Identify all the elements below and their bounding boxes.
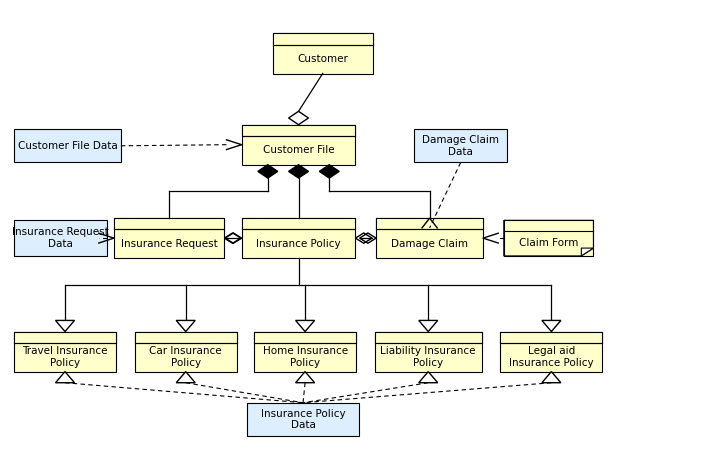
Polygon shape — [419, 321, 438, 331]
FancyBboxPatch shape — [375, 331, 482, 371]
Text: Customer File Data: Customer File Data — [18, 141, 118, 151]
Text: Insurance Policy
Data: Insurance Policy Data — [260, 409, 346, 430]
Polygon shape — [56, 321, 75, 331]
FancyBboxPatch shape — [376, 218, 483, 229]
Text: Insurance Request: Insurance Request — [121, 239, 218, 249]
Text: Damage Claim
Data: Damage Claim Data — [422, 135, 499, 157]
FancyBboxPatch shape — [247, 403, 359, 436]
Polygon shape — [542, 371, 561, 383]
Polygon shape — [176, 321, 195, 331]
Polygon shape — [176, 371, 195, 383]
Polygon shape — [320, 165, 339, 178]
FancyBboxPatch shape — [134, 331, 237, 343]
Text: Claim Form: Claim Form — [519, 238, 578, 248]
Polygon shape — [419, 371, 438, 383]
FancyBboxPatch shape — [272, 34, 372, 74]
FancyBboxPatch shape — [501, 331, 603, 343]
FancyBboxPatch shape — [501, 331, 603, 371]
Text: Car Insurance
Policy: Car Insurance Policy — [149, 346, 222, 368]
Text: Legal aid
Insurance Policy: Legal aid Insurance Policy — [509, 346, 593, 368]
FancyBboxPatch shape — [414, 129, 508, 163]
Polygon shape — [582, 248, 593, 256]
FancyBboxPatch shape — [241, 125, 356, 136]
FancyBboxPatch shape — [272, 34, 372, 44]
FancyBboxPatch shape — [14, 331, 116, 343]
FancyBboxPatch shape — [114, 218, 225, 258]
Text: Insurance Policy: Insurance Policy — [256, 239, 341, 249]
Text: Damage Claim: Damage Claim — [391, 239, 468, 249]
Text: Customer: Customer — [297, 54, 348, 64]
FancyBboxPatch shape — [254, 331, 356, 343]
FancyBboxPatch shape — [504, 220, 593, 256]
FancyBboxPatch shape — [241, 218, 356, 258]
Text: Liability Insurance
Policy: Liability Insurance Policy — [380, 346, 476, 368]
Polygon shape — [56, 371, 75, 383]
FancyBboxPatch shape — [375, 331, 482, 343]
FancyBboxPatch shape — [376, 218, 483, 258]
FancyBboxPatch shape — [14, 331, 116, 371]
FancyBboxPatch shape — [14, 220, 107, 256]
Polygon shape — [296, 371, 315, 383]
FancyBboxPatch shape — [14, 129, 121, 163]
FancyBboxPatch shape — [134, 331, 237, 371]
FancyBboxPatch shape — [241, 125, 356, 165]
Polygon shape — [296, 321, 315, 331]
FancyBboxPatch shape — [241, 218, 356, 229]
FancyBboxPatch shape — [114, 218, 225, 229]
Text: Travel Insurance
Policy: Travel Insurance Policy — [23, 346, 108, 368]
FancyBboxPatch shape — [254, 331, 356, 371]
Text: Home Insurance
Policy: Home Insurance Policy — [263, 346, 348, 368]
Polygon shape — [258, 165, 278, 178]
Polygon shape — [289, 165, 308, 178]
Text: Customer File: Customer File — [263, 145, 334, 155]
Text: Insurance Request
Data: Insurance Request Data — [12, 227, 109, 249]
Polygon shape — [542, 321, 561, 331]
